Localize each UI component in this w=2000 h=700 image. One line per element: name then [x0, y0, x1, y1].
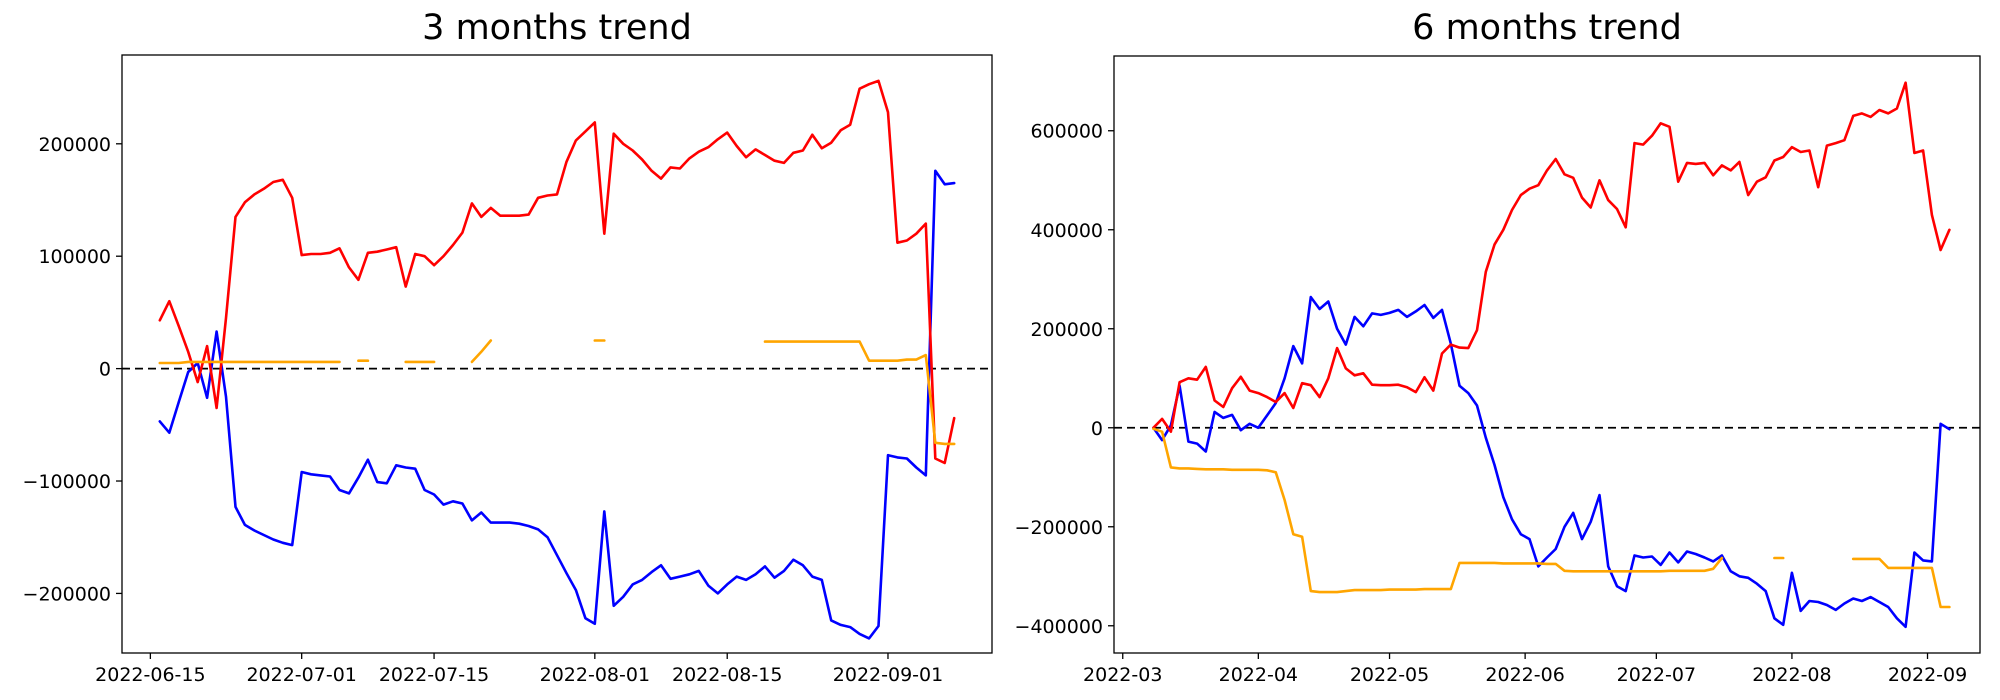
series-orange-line-3-months	[470, 339, 493, 364]
x-tick-label-3-months: 2022-08-01	[540, 664, 650, 686]
x-tick-label-6-months: 2022-03	[1083, 664, 1162, 686]
series-blue-line-3-months	[158, 169, 956, 640]
series-blue-line-6-months	[1152, 295, 1951, 629]
y-tick-label-3-months: −100000	[23, 471, 111, 493]
series-orange-line-3-months	[158, 360, 341, 365]
x-tick-label-6-months: 2022-05	[1350, 664, 1429, 686]
x-tick-label-3-months: 2022-09-01	[833, 664, 943, 686]
chart-title-3-months: 3 months trend	[422, 8, 692, 48]
x-tick-label-6-months: 2022-07	[1617, 664, 1696, 686]
x-tick-label-3-months: 2022-07-15	[379, 664, 489, 686]
x-tick-label-6-months: 2022-04	[1219, 664, 1298, 686]
y-tick-label-3-months: 0	[99, 359, 111, 381]
y-tick-label-6-months: 400000	[1030, 220, 1103, 242]
y-tick-label-6-months: −200000	[1015, 517, 1103, 539]
y-tick-label-6-months: −400000	[1015, 616, 1103, 638]
x-tick-label-6-months: 2022-08	[1752, 664, 1831, 686]
chart-title-6-months: 6 months trend	[1412, 8, 1682, 48]
x-tick-label-3-months: 2022-07-01	[246, 664, 356, 686]
y-tick-label-3-months: −200000	[23, 583, 111, 605]
y-tick-label-6-months: 600000	[1030, 121, 1103, 143]
series-orange-line-6-months	[1152, 427, 1724, 594]
x-tick-label-6-months: 2022-06	[1485, 664, 1564, 686]
plot-area-3-months	[121, 54, 993, 654]
x-tick-label-3-months: 2022-08-15	[672, 664, 782, 686]
y-tick-label-3-months: 200000	[38, 134, 111, 156]
y-tick-label-6-months: 0	[1091, 418, 1103, 440]
plot-area-6-months	[1113, 55, 1981, 654]
series-red-line-3-months	[158, 79, 956, 465]
series-orange-line-3-months	[763, 340, 956, 446]
x-tick-label-6-months: 2022-09	[1888, 664, 1967, 686]
series-orange-line-6-months	[1851, 557, 1951, 609]
y-tick-label-6-months: 200000	[1030, 319, 1103, 341]
y-tick-label-3-months: 100000	[38, 246, 111, 268]
series-red-line-6-months	[1152, 81, 1951, 434]
x-tick-label-3-months: 2022-06-15	[95, 664, 205, 686]
